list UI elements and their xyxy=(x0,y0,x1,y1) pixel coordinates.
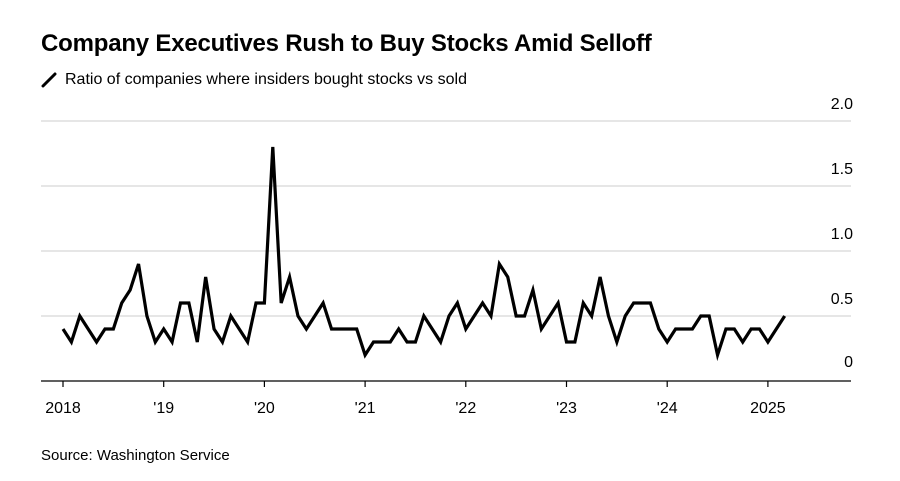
source-note: Source: Washington Service xyxy=(41,447,230,464)
x-tick-label: 2025 xyxy=(750,400,786,417)
x-tick-label: '19 xyxy=(153,400,174,417)
chart-subtitle-text: Ratio of companies where insiders bought… xyxy=(65,71,467,88)
series-line xyxy=(61,146,787,362)
chart-gridlines xyxy=(41,120,851,317)
y-axis-tick-labels: 0 0.5 1.0 1.5 2.0 xyxy=(831,96,853,371)
y-tick-label: 0 xyxy=(844,354,853,371)
x-tick-label: 2018 xyxy=(45,400,81,417)
x-axis-tick-labels: 2018 '19 '20 '21 '22 '23 '24 2025 xyxy=(45,400,786,417)
x-tick-label: '21 xyxy=(355,400,376,417)
x-tick-label: '23 xyxy=(556,400,577,417)
chart-title: Company Executives Rush to Buy Stocks Am… xyxy=(41,30,652,57)
chart-subtitle: Ratio of companies where insiders bought… xyxy=(41,71,467,89)
legend-line-swatch-icon xyxy=(41,72,57,88)
y-tick-label: 2.0 xyxy=(831,96,853,113)
x-tick-label: '20 xyxy=(254,400,275,417)
x-tick-label: '22 xyxy=(455,400,476,417)
x-axis-ticks xyxy=(62,381,769,387)
y-tick-label: 0.5 xyxy=(831,291,853,308)
x-tick-label: '24 xyxy=(657,400,678,417)
y-tick-label: 1.0 xyxy=(831,226,853,243)
y-tick-label: 1.5 xyxy=(831,161,853,178)
